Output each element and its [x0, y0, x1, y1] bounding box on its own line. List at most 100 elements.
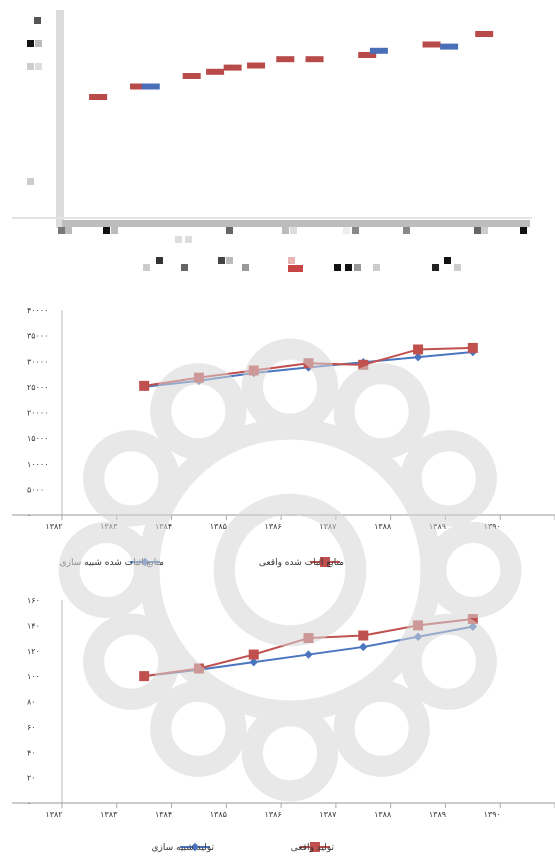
y-tick-block [27, 63, 34, 70]
y-tick-label: ۴۰ [27, 748, 36, 757]
data-point-square [413, 620, 424, 631]
x-tick-label: ۱۳۸۳ [100, 810, 118, 819]
data-block [305, 56, 324, 63]
legend-block [218, 257, 225, 264]
legend-block [181, 264, 188, 271]
legend-block [143, 264, 150, 271]
x-tick-block [65, 227, 72, 234]
data-point-square [248, 365, 259, 376]
x-tick-block [343, 227, 350, 234]
y-tick-label: ۵۰۰۰ [27, 485, 44, 494]
data-block [358, 52, 377, 58]
legend-block [226, 257, 233, 264]
x-tick-block [403, 227, 410, 234]
y-tick-block [27, 40, 34, 47]
x-tick-block [520, 227, 527, 234]
y-tick-block [27, 178, 34, 185]
baseline [12, 217, 532, 219]
y-tick-label: ۱۰۰۰۰ [27, 460, 48, 469]
x-tick-block [290, 227, 297, 234]
x-axis-bar [62, 220, 530, 227]
legend-label: تولید شبیه سازی [151, 843, 214, 853]
y-tick-block [34, 17, 41, 24]
x-tick-label: ۱۳۸۳ [100, 522, 118, 531]
data-point-square [467, 614, 478, 625]
legend-marker [310, 842, 320, 852]
x-tick-block [352, 227, 359, 234]
x-tick-block [282, 227, 289, 234]
y-tick-label: ۱۶۰ [27, 596, 40, 605]
data-block [276, 56, 295, 63]
data-point-diamond [359, 642, 368, 652]
x-tick-label: ۱۳۹۰ [484, 810, 501, 819]
data-point-square [413, 344, 424, 355]
data-point-square [303, 633, 314, 644]
data-block [369, 47, 388, 54]
data-block [89, 94, 108, 100]
x-tick-block [175, 236, 182, 243]
y-tick-block [35, 63, 42, 70]
x-tick-block [226, 227, 233, 234]
y-tick-label: ۱۵۰۰۰ [27, 434, 48, 443]
legend-block [334, 264, 341, 271]
x-tick-block [474, 227, 481, 234]
data-point-square [139, 671, 150, 682]
data-point-square [139, 380, 150, 391]
data-point-square [358, 630, 369, 641]
y-tick-label: ۲۰۰۰۰ [27, 409, 48, 418]
x-tick-label: ۱۳۸۹ [429, 522, 446, 531]
x-tick-label: ۱۳۸۷ [319, 522, 337, 531]
x-tick-label: ۱۳۸۸ [374, 522, 392, 531]
legend-block [288, 257, 295, 264]
x-tick-block [185, 236, 192, 243]
data-block [223, 64, 242, 71]
legend-block [444, 257, 451, 264]
y-tick-label: ۲۵۰۰۰ [27, 383, 48, 392]
y-tick-label: ۸۰ [27, 698, 36, 707]
data-point-square [248, 649, 259, 660]
x-tick-label: ۱۳۸۲ [45, 810, 62, 819]
data-block [440, 43, 459, 50]
legend-block [156, 257, 163, 264]
data-point-diamond [413, 632, 423, 642]
x-tick-label: ۱۳۸۵ [210, 522, 227, 531]
data-block [422, 41, 441, 48]
data-block [182, 73, 201, 79]
legend-block [373, 264, 380, 271]
x-tick-label: ۱۳۸۸ [374, 810, 392, 819]
data-block [130, 83, 149, 90]
x-tick-label: ۱۳۸۶ [265, 522, 282, 531]
data-point-diamond [413, 352, 423, 362]
x-tick-block [103, 227, 110, 234]
y-tick-label: ۲۰ [27, 774, 36, 783]
x-tick-label: ۱۳۸۴ [155, 522, 172, 531]
legend-block [432, 264, 439, 271]
data-block [206, 68, 225, 75]
data-point-square [467, 342, 478, 353]
legend-block [288, 265, 303, 272]
x-tick-block [481, 227, 488, 234]
y-tick-label: ۰ [27, 799, 31, 808]
legend-block [454, 264, 461, 271]
y-tick-label: ۱۴۰ [27, 621, 40, 630]
x-tick-label: ۱۳۸۴ [155, 810, 172, 819]
data-point-square [193, 663, 204, 674]
y-tick-label: ۱۰۰ [27, 672, 40, 681]
legend-block [242, 264, 249, 271]
data-block [247, 62, 266, 69]
x-tick-label: ۱۳۸۷ [319, 810, 337, 819]
x-tick-label: ۱۳۸۹ [429, 810, 446, 819]
legend-block [345, 264, 352, 271]
x-tick-block [58, 227, 65, 234]
y-tick-label: ۳۵۰۰۰ [27, 332, 48, 341]
chart-reserves: ۴۰۰۰۰ ۳۵۰۰۰ ۳۰۰۰۰ ۲۵۰۰۰ ۲۰۰۰۰ ۱۵۰۰۰ ۱۰۰۰۰ ۵۰۰۰ ۰… [12, 306, 555, 568]
data-point-diamond [304, 650, 313, 659]
legend-label: تولید واقعی [291, 843, 335, 853]
data-point-square [193, 372, 204, 383]
data-point-square [358, 359, 369, 370]
x-tick-label: ۱۳۸۶ [265, 810, 282, 819]
legend-block [354, 264, 361, 271]
chart-production: ۱۶۰ ۱۴۰ ۱۲۰ ۱۰۰ ۸۰ ۶۰ ۴۰ ۲۰ ۰ ۱۳۸۲ ۱۳۸۳ ۱۳۸۴ ۱۳۸۵ ۱۳۸… [12, 596, 555, 853]
x-tick-block [111, 227, 118, 234]
y-tick-label: ۳۰۰۰۰ [27, 357, 48, 366]
